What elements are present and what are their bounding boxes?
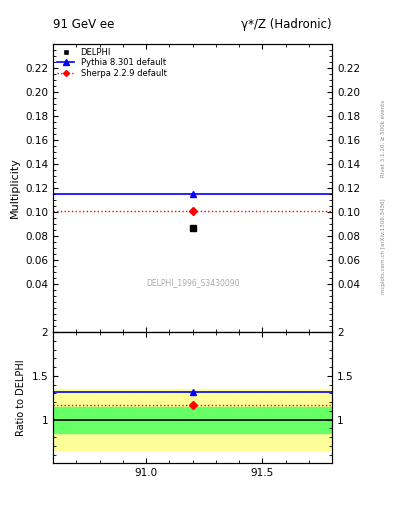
Text: Rivet 3.1.10, ≥ 500k events: Rivet 3.1.10, ≥ 500k events xyxy=(381,100,386,177)
Text: 91 GeV ee: 91 GeV ee xyxy=(53,18,114,31)
Bar xyxy=(53,389,332,450)
Text: mcplots.cern.ch [arXiv:1306.3436]: mcplots.cern.ch [arXiv:1306.3436] xyxy=(381,198,386,293)
Y-axis label: Ratio to DELPHI: Ratio to DELPHI xyxy=(16,359,26,436)
Legend: DELPHI, Pythia 8.301 default, Sherpa 2.2.9 default: DELPHI, Pythia 8.301 default, Sherpa 2.2… xyxy=(55,46,168,80)
Text: γ*/Z (Hadronic): γ*/Z (Hadronic) xyxy=(241,18,332,31)
Text: DELPHI_1996_S3430090: DELPHI_1996_S3430090 xyxy=(146,279,239,288)
Y-axis label: Multiplicity: Multiplicity xyxy=(9,157,20,218)
Bar xyxy=(53,407,332,433)
